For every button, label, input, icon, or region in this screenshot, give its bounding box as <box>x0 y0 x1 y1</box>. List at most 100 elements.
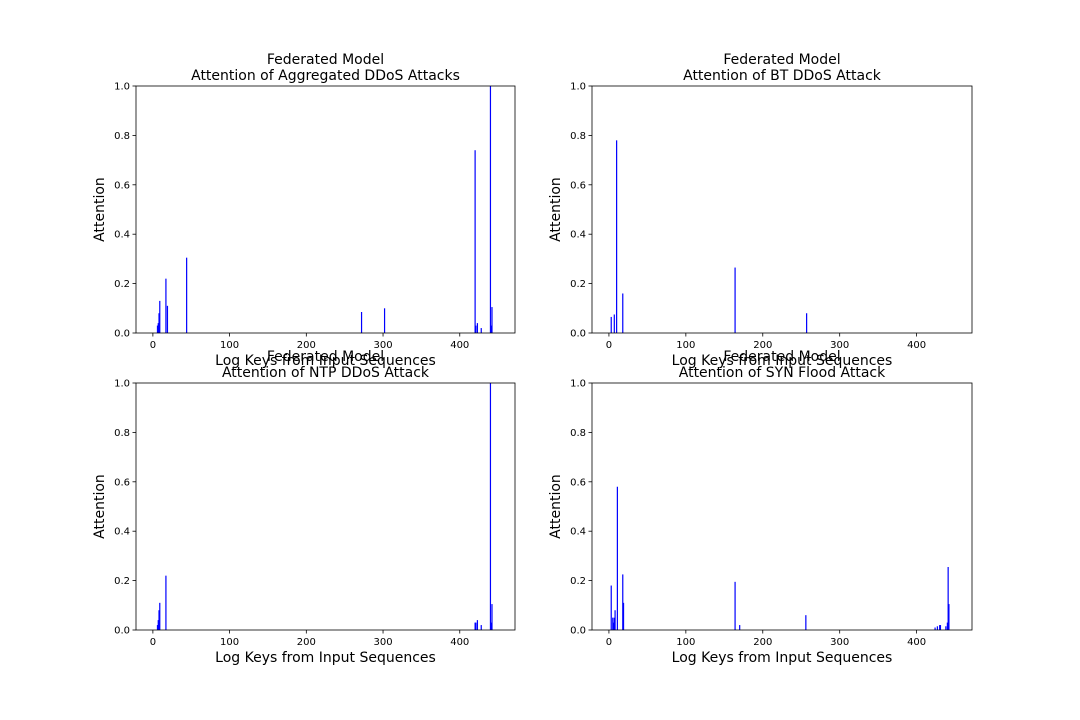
y-tick-label: 0.8 <box>570 131 586 142</box>
bar <box>159 602 161 630</box>
x-tick-label: 100 <box>676 340 695 351</box>
subplot-ntp-ddos: 0.0 0.2 0.4 0.6 0.8 1.0 0 100 200 300 400 Federated… <box>92 349 516 666</box>
y-tick-label: 0.6 <box>570 180 586 191</box>
bar <box>165 278 167 333</box>
bar <box>480 328 482 333</box>
bar <box>610 585 612 630</box>
y-tick-label: 0.2 <box>114 576 130 587</box>
bar <box>613 314 615 333</box>
x-tick-label: 0 <box>606 340 612 351</box>
x-tick-label: 100 <box>220 340 239 351</box>
x-tick-label: 0 <box>606 637 612 648</box>
bar <box>806 313 808 333</box>
bar <box>158 610 160 630</box>
bar <box>159 300 161 333</box>
x-tick-label: 200 <box>753 340 772 351</box>
chart-title: Federated Model <box>267 349 384 365</box>
bar <box>360 312 363 333</box>
y-tick-label: 0.0 <box>570 329 586 340</box>
bar <box>805 615 807 630</box>
bar <box>490 622 492 630</box>
bar <box>622 293 624 333</box>
bar <box>475 622 477 630</box>
x-tick-label: 300 <box>373 340 392 351</box>
bar <box>612 617 614 630</box>
x-axis-label: Log Keys from Input Sequences <box>215 650 436 666</box>
bar <box>939 625 942 630</box>
bar <box>934 627 936 630</box>
bar <box>474 622 476 630</box>
y-tick-label: 0.2 <box>570 576 586 587</box>
bar <box>616 140 618 333</box>
plot-frame <box>135 85 516 334</box>
bar <box>612 622 615 630</box>
chart-subtitle: Attention of SYN Flood Attack <box>679 365 886 381</box>
plot-frame <box>591 85 973 334</box>
bar <box>491 604 493 630</box>
chart-title: Federated Model <box>267 52 384 68</box>
x-axis-label: Log Keys from Input Sequences <box>672 353 893 369</box>
x-tick-label: 200 <box>297 340 316 351</box>
bar <box>156 625 159 630</box>
y-tick-label: 0.0 <box>570 626 586 637</box>
bar <box>616 486 618 630</box>
x-tick-label: 300 <box>830 340 849 351</box>
y-tick-label: 0.8 <box>570 428 586 439</box>
chart-subtitle: Attention of Aggregated DDoS Attacks <box>191 68 460 84</box>
bar <box>156 325 159 333</box>
y-tick-label: 1.0 <box>114 82 130 93</box>
bar <box>475 325 477 333</box>
bar <box>491 307 493 333</box>
bar <box>613 617 615 630</box>
bar <box>489 383 492 630</box>
y-axis-label: Attention <box>92 177 108 242</box>
bar <box>734 581 736 630</box>
bar <box>383 308 386 333</box>
y-tick-label: 1.0 <box>570 82 586 93</box>
y-axis-label: Attention <box>548 177 564 242</box>
bar <box>614 610 616 630</box>
subplot-aggregated-ddos: 0.0 0.2 0.4 0.6 0.8 1.0 0 100 200 300 400 Federated… <box>92 52 516 369</box>
x-tick-label: 400 <box>450 340 469 351</box>
bar <box>945 626 947 630</box>
y-tick-label: 0.4 <box>570 230 586 241</box>
bar <box>622 602 625 630</box>
x-tick-label: 200 <box>297 637 316 648</box>
y-tick-label: 0.8 <box>114 131 130 142</box>
bar <box>948 604 950 630</box>
x-tick-label: 100 <box>676 637 695 648</box>
chart-title: Federated Model <box>723 52 840 68</box>
y-tick-label: 0.4 <box>570 527 586 538</box>
x-tick-label: 100 <box>220 637 239 648</box>
bar <box>947 567 949 630</box>
bar <box>489 86 492 333</box>
bar <box>480 625 482 630</box>
subplot-bt-ddos: 0.0 0.2 0.4 0.6 0.8 1.0 0 100 200 300 400 Federated… <box>548 52 973 369</box>
bar <box>739 625 741 630</box>
plot-frame <box>135 382 516 631</box>
x-tick-label: 400 <box>907 637 926 648</box>
bar <box>157 620 159 630</box>
y-tick-label: 0.6 <box>114 180 130 191</box>
y-tick-label: 0.0 <box>114 329 130 340</box>
y-tick-label: 1.0 <box>114 379 130 390</box>
y-tick-label: 0.2 <box>570 279 586 290</box>
y-tick-label: 0.2 <box>114 279 130 290</box>
x-axis-label: Log Keys from Input Sequences <box>215 353 436 369</box>
bar <box>734 267 736 333</box>
chart-subtitle: Attention of NTP DDoS Attack <box>222 365 430 381</box>
bar <box>476 620 479 630</box>
subplot-syn-flood: 0.0 0.2 0.4 0.6 0.8 1.0 0 100 200 300 400 Federated… <box>548 349 973 666</box>
bar <box>158 313 160 333</box>
bar <box>946 622 948 630</box>
x-tick-label: 0 <box>150 340 156 351</box>
y-tick-label: 0.8 <box>114 428 130 439</box>
bar <box>622 574 624 630</box>
chart-subtitle: Attention of BT DDoS Attack <box>683 68 882 84</box>
bar <box>186 257 188 333</box>
bar <box>166 305 169 333</box>
y-tick-label: 0.4 <box>114 230 130 241</box>
x-tick-label: 300 <box>373 637 392 648</box>
x-tick-label: 400 <box>907 340 926 351</box>
